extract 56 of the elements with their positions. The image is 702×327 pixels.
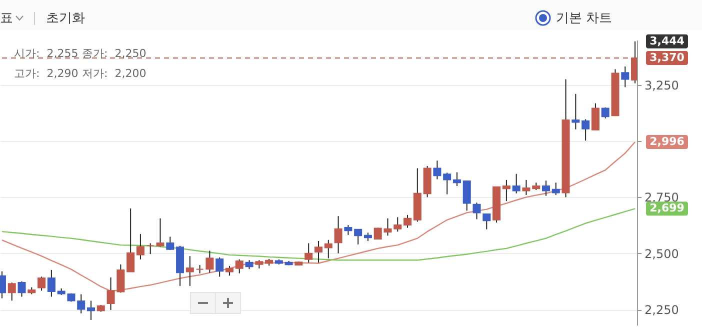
candlestick — [136, 234, 144, 260]
candlestick — [126, 208, 135, 272]
candlestick — [582, 118, 590, 142]
candlestick — [324, 239, 332, 259]
candlestick — [472, 202, 481, 220]
candlestick — [404, 214, 412, 228]
candlestick — [542, 180, 550, 196]
candlestick — [601, 106, 610, 119]
candlestick — [186, 256, 194, 286]
candlestick — [196, 264, 204, 274]
candlestick — [462, 180, 471, 212]
y-tick-label: 2,500 — [644, 246, 679, 261]
text: 3,444 — [650, 34, 685, 48]
candlestick — [235, 258, 244, 274]
candlestick — [482, 214, 491, 230]
candlestick — [47, 269, 56, 298]
candlestick — [146, 242, 154, 255]
candlestick — [166, 236, 174, 250]
candlestick — [156, 218, 164, 248]
data-label: 2,996 — [650, 134, 685, 148]
candlestick — [304, 242, 313, 264]
candlestick — [225, 265, 234, 276]
candlestick — [512, 173, 520, 194]
candlestick — [552, 182, 560, 196]
candlestick — [394, 216, 402, 232]
candlestick — [77, 294, 86, 314]
annotation: 저가: 2,200 — [82, 66, 146, 81]
text: 기본 차트 — [556, 10, 612, 27]
candlestick — [572, 93, 580, 130]
annotation: 고가: 2,290 — [14, 66, 78, 81]
annotation: 시가: 2,255 — [14, 46, 78, 61]
candlestick — [621, 66, 630, 88]
candlestick — [522, 179, 530, 196]
candlestick — [502, 179, 510, 202]
candlestick — [8, 282, 16, 302]
candlestick — [433, 160, 442, 180]
candlestick — [591, 102, 600, 130]
data-label: 2,699 — [650, 202, 684, 215]
text: 표 — [0, 10, 13, 27]
text: 초기화 — [46, 10, 85, 27]
candlestick — [334, 216, 342, 254]
candlestick — [314, 240, 322, 264]
ref-line-label: 3,370 — [650, 50, 685, 64]
annotation: 종가: 2,250 — [82, 46, 146, 61]
candlestick — [216, 256, 224, 278]
y-tick-label: 3,250 — [644, 78, 679, 92]
candlestick — [344, 224, 352, 236]
candlestick — [87, 300, 95, 321]
candlestick — [206, 250, 214, 274]
candlestick — [18, 280, 26, 298]
candlestick — [354, 228, 362, 245]
candlestick — [452, 172, 461, 186]
line-series — [1, 208, 636, 261]
candlestick — [38, 276, 46, 292]
candlestick — [443, 172, 452, 195]
y-tick-label: 2,250 — [644, 303, 679, 318]
